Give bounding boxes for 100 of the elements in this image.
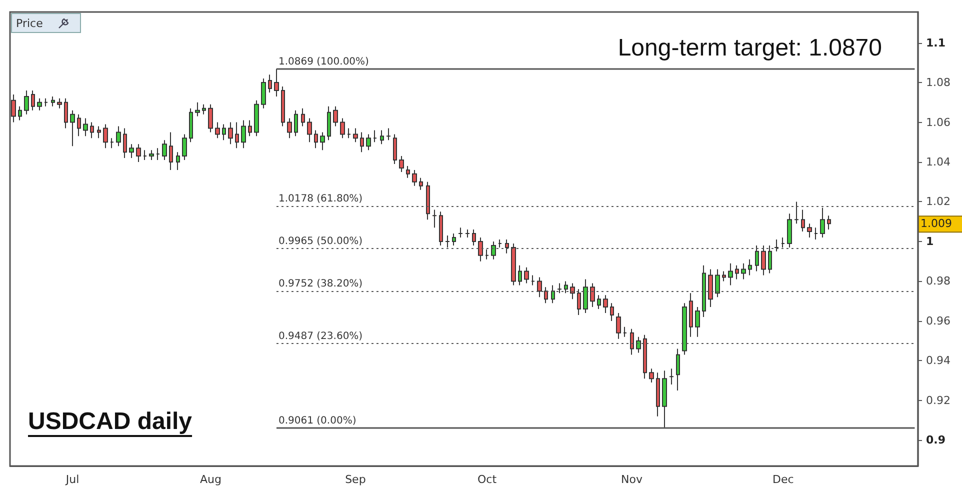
- candlestick: [662, 370, 667, 429]
- candlestick: [465, 229, 470, 238]
- candlestick: [314, 130, 318, 149]
- candlestick: [735, 264, 739, 280]
- candlestick: [281, 86, 285, 127]
- candlestick: [208, 104, 213, 133]
- candlestick: [57, 98, 62, 109]
- y-tick-label: 1.06: [926, 116, 950, 129]
- candlestick: [189, 108, 193, 143]
- candlestick: [37, 98, 42, 111]
- candlestick: [781, 237, 785, 248]
- candlestick: [761, 244, 766, 276]
- annotation: USDCAD daily: [28, 408, 192, 436]
- candlestick: [83, 118, 88, 137]
- candlestick: [64, 98, 68, 129]
- candlestick: [485, 248, 489, 260]
- candlestick: [583, 278, 588, 314]
- candlestick: [261, 78, 266, 109]
- candlestick: [603, 294, 608, 314]
- candlestick: [728, 262, 733, 286]
- candlestick: [616, 312, 621, 340]
- candlestick: [445, 235, 450, 248]
- candlestick: [195, 102, 200, 117]
- candlestick: [110, 138, 114, 149]
- candlestick: [77, 114, 81, 137]
- candlestick: [412, 169, 417, 186]
- candlestick: [669, 368, 674, 386]
- ref-line-label: 0.9061 (0.00%): [278, 416, 356, 427]
- candlestick: [307, 118, 312, 143]
- candlestick: [597, 294, 601, 310]
- x-tick-label: Sep: [345, 473, 366, 486]
- candlestick: [524, 266, 529, 284]
- y-tick-label: 0.96: [926, 314, 950, 328]
- x-tick-label: Aug: [200, 473, 222, 486]
- y-tick-label: 1.08: [926, 76, 950, 90]
- candlestick: [254, 100, 259, 137]
- candlestick: [478, 237, 483, 262]
- candlestick: [287, 118, 292, 139]
- candlestick: [702, 264, 706, 318]
- y-tick-label: 0.94: [926, 354, 950, 368]
- candlestick: [439, 211, 443, 246]
- y-tick-label: 0.9: [926, 434, 946, 447]
- candlestick: [820, 207, 825, 238]
- candlestick: [123, 128, 127, 159]
- candlestick: [774, 238, 779, 252]
- ref-line-label: 0.9752 (38.20%): [278, 278, 363, 290]
- candlestick: [787, 213, 792, 248]
- candlestick: [294, 110, 298, 137]
- candlestick: [399, 156, 404, 172]
- candlestick: [360, 132, 364, 153]
- candlestick: [222, 124, 226, 141]
- candlestick: [386, 128, 391, 141]
- candlestick: [636, 336, 641, 354]
- candlestick: [505, 238, 509, 254]
- candlestick: [31, 90, 35, 111]
- candlestick: [353, 128, 358, 143]
- candlestick: [458, 227, 463, 238]
- candlestick: [268, 74, 272, 93]
- y-tick-label: 0.98: [926, 274, 950, 288]
- candlestick: [649, 368, 654, 384]
- price-tab: Price: [11, 13, 81, 33]
- candlestick: [676, 348, 680, 391]
- candlestick: [537, 276, 542, 298]
- candlestick: [162, 140, 167, 161]
- candlestick: [393, 134, 397, 164]
- candlestick: [347, 128, 351, 139]
- ref-line-label: 0.9487 (23.60%): [278, 330, 363, 342]
- x-tick-label: Jul: [64, 473, 80, 486]
- candlestick: [215, 122, 220, 139]
- candlestick: [590, 282, 595, 308]
- candlestick: [380, 130, 384, 145]
- y-tick-label: 0.92: [926, 394, 950, 407]
- candlestick: [544, 286, 548, 304]
- candlestick: [814, 227, 818, 240]
- candlestick: [630, 328, 634, 356]
- candlestick: [564, 280, 568, 294]
- candlestick: [70, 110, 75, 147]
- annotation: Long-term target: 1.0870: [618, 34, 882, 62]
- candlestick: [136, 144, 141, 163]
- candlestick: [143, 150, 147, 161]
- candlestick: [11, 94, 16, 123]
- candlestick: [656, 372, 660, 417]
- candlestick: [176, 152, 180, 170]
- candlestick: [333, 106, 338, 127]
- candlestick: [51, 96, 55, 107]
- candlestick: [340, 118, 345, 139]
- candlestick: [511, 242, 516, 286]
- candlestick: [755, 244, 759, 272]
- candlestick: [241, 120, 246, 149]
- candlestick: [97, 126, 101, 139]
- candlestick: [235, 122, 239, 149]
- candlestick: [366, 134, 371, 151]
- ref-line-label: 0.9965 (50.00%): [278, 236, 363, 247]
- candlestick: [274, 68, 279, 97]
- y-tick-label: 1.02: [926, 195, 950, 208]
- candlestick: [498, 238, 502, 248]
- candlestick: [577, 288, 581, 316]
- candlestick: [610, 302, 614, 322]
- candlestick: [228, 122, 233, 145]
- candlestick: [320, 132, 325, 151]
